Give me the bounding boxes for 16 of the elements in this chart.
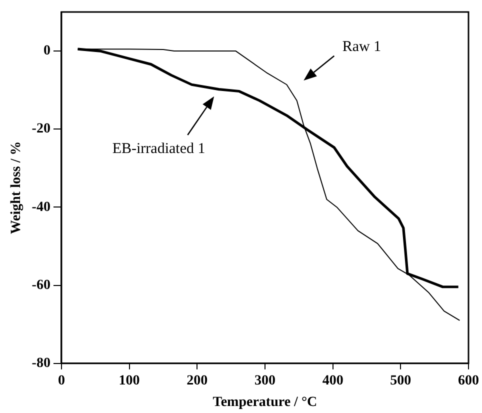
annotation: EB-irradiated 1	[112, 140, 206, 157]
y-tick-label: -80	[32, 356, 50, 372]
y-tick-label: -40	[32, 200, 50, 215]
x-tick-label: 200	[186, 373, 208, 388]
annotation: Raw 1	[342, 39, 382, 56]
x-tick-label: 400	[322, 373, 344, 388]
x-tick-label: 500	[390, 373, 412, 388]
x-tick-label: 300	[254, 373, 276, 388]
y-tick-label: -60	[32, 278, 50, 293]
x-tick-label: 600	[458, 373, 479, 388]
x-tick-label: 0	[58, 373, 65, 388]
x-tick-label: 100	[118, 373, 140, 388]
y-tick-label: -20	[32, 122, 50, 137]
y-tick-label: 0	[43, 44, 50, 59]
x-axis-title: Temperature / °C	[212, 395, 318, 410]
y-axis-title: Weight loss / %	[9, 141, 24, 234]
